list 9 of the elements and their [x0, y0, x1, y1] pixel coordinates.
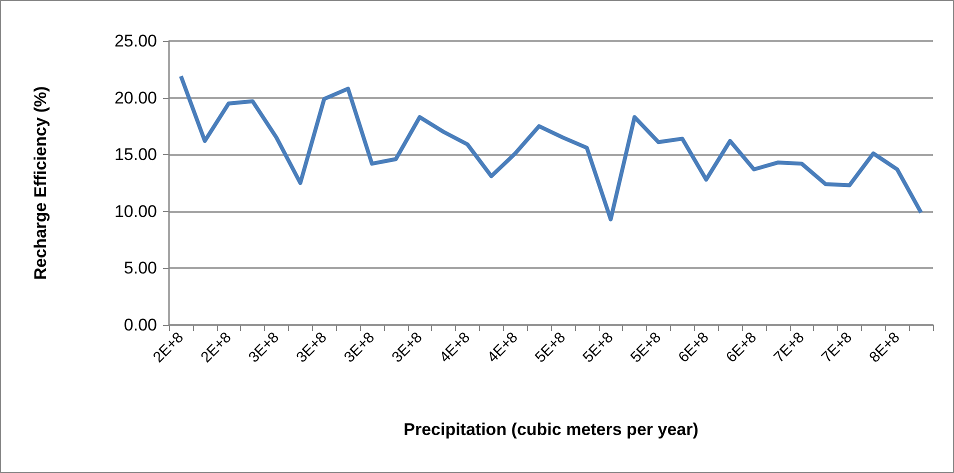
y-tick-label: 0.00 — [124, 316, 157, 334]
y-axis-title: Recharge Efficiency (%) — [31, 86, 50, 280]
y-tick-label: 15.00 — [114, 145, 157, 164]
y-tick-label: 20.00 — [114, 88, 157, 108]
x-axis-title: Precipitation (cubic meters per year) — [404, 420, 698, 439]
y-tick-label: 5.00 — [124, 258, 157, 278]
y-tick-label: 10.00 — [114, 202, 157, 221]
line-series — [178, 74, 924, 222]
y-tick-label: 25.00 — [114, 32, 157, 50]
